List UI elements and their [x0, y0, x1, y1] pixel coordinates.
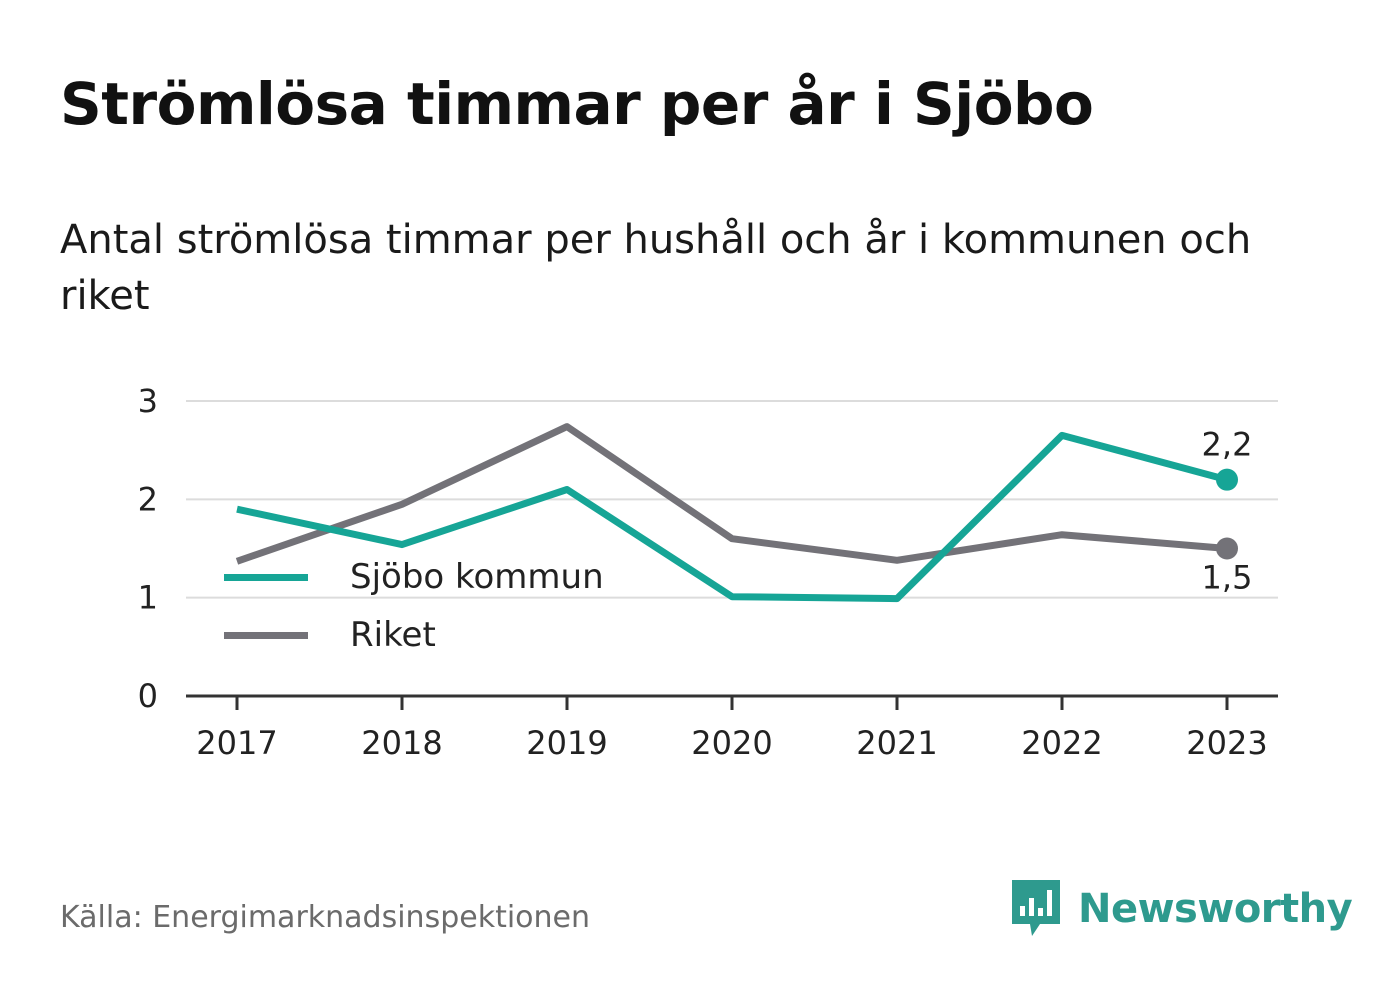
series-end-labels: 2,2 1,5	[1202, 426, 1253, 597]
legend: Sjöbo kommun Riket	[212, 548, 604, 664]
legend-label-sjobo: Sjöbo kommun	[350, 557, 604, 597]
newsworthy-logo-icon	[1012, 880, 1060, 936]
y-axis-tick-labels: 0 1 2 3	[138, 382, 158, 715]
series-end-markers	[1216, 468, 1238, 560]
y-tick-label: 0	[138, 677, 158, 715]
y-tick-label: 3	[138, 382, 158, 420]
end-label-1: 1,5	[1202, 559, 1253, 597]
end-label-0: 2,2	[1202, 426, 1253, 464]
x-tick-label: 2018	[361, 724, 442, 762]
end-marker-1	[1216, 537, 1238, 560]
legend-swatch-riket	[224, 631, 308, 639]
series-line-0	[236, 431, 1228, 603]
y-tick-label: 2	[138, 480, 158, 518]
source-note: Källa: Energimarknadsinspektionen	[60, 900, 591, 935]
x-tick-label: 2017	[196, 724, 277, 762]
brand-name: Newsworthy	[1078, 886, 1353, 932]
series-line-1	[235, 423, 1228, 565]
x-axis-tick-labels: 2017 2018 2019 2020 2021 2022 2023	[196, 724, 1267, 762]
x-tick-label: 2022	[1021, 724, 1102, 762]
end-marker-0	[1216, 468, 1238, 491]
legend-item-sjobo: Sjöbo kommun	[212, 548, 604, 606]
line-chart: 0 1 2 3 2017 2018 2019 2020 2021 2022 2023 2,2 1,5	[138, 382, 1278, 762]
y-tick-label: 1	[138, 579, 158, 617]
brand-logo: Newsworthy	[1010, 878, 1353, 940]
x-tick-label: 2021	[856, 724, 937, 762]
x-tick-label: 2023	[1186, 724, 1267, 762]
x-tick-label: 2020	[691, 724, 772, 762]
chart-subtitle: Antal strömlösa timmar per hushåll och å…	[60, 217, 1252, 319]
x-axis-ticks	[235, 696, 1229, 710]
legend-item-riket: Riket	[212, 606, 604, 664]
x-tick-label: 2019	[526, 724, 607, 762]
legend-swatch-sjobo	[224, 573, 308, 581]
series-lines	[235, 423, 1228, 603]
legend-label-riket: Riket	[350, 615, 436, 655]
chart-title: Strömlösa timmar per år i Sjöbo	[60, 70, 1094, 138]
